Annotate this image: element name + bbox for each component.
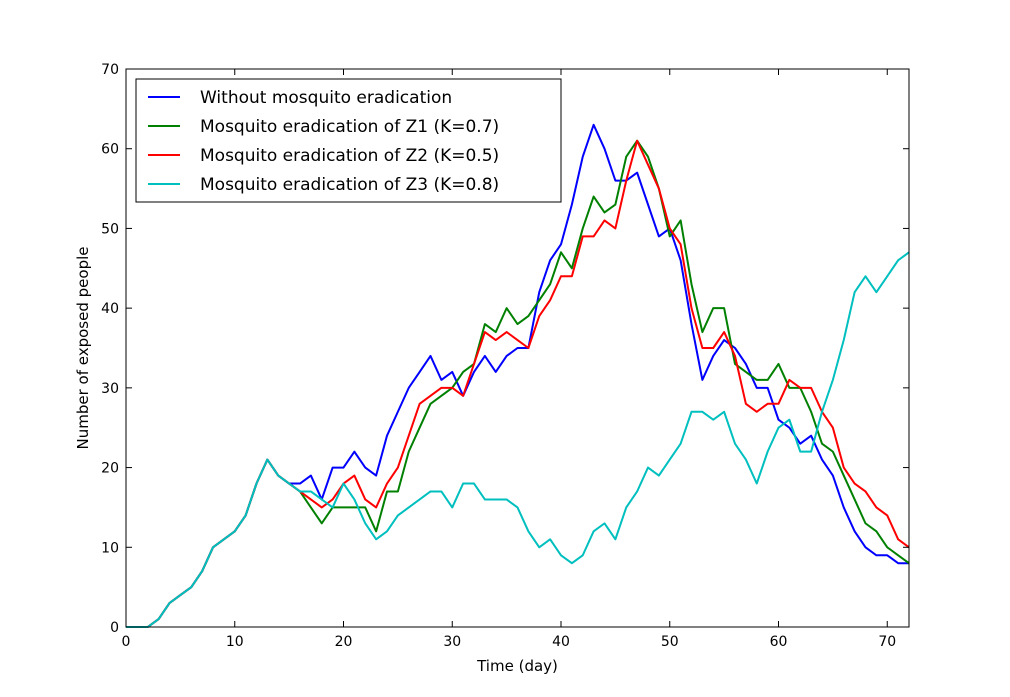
y-tick-label: 70 (101, 62, 119, 78)
y-tick-label: 20 (101, 461, 119, 477)
y-tick-label: 60 (101, 142, 119, 158)
x-tick-label: 0 (122, 634, 131, 650)
x-tick-label: 60 (770, 634, 788, 650)
series-lines (126, 123, 910, 628)
axis-ticks: 0 10 20 30 40 50 60 70 0 10 20 30 40 50 60 70 (101, 62, 909, 650)
y-tick-label: 30 (101, 381, 119, 397)
y-tick-label: 0 (110, 620, 119, 636)
legend-label-2: Mosquito eradication of Z1 (K=0.7) (200, 117, 499, 137)
y-tick-label: 10 (101, 540, 119, 556)
x-axis-label: Time (day) (476, 657, 558, 675)
legend-label-4: Mosquito eradication of Z3 (K=0.8) (200, 175, 499, 195)
x-tick-label: 50 (661, 634, 679, 650)
y-tick-label: 50 (101, 221, 119, 237)
legend-label-1: Without mosquito eradication (200, 88, 452, 108)
series-line-4 (126, 251, 910, 628)
y-axis-label: Number of exposed people (74, 247, 92, 450)
plot-frame (125, 68, 910, 628)
legend: Without mosquito eradication Mosquito era… (135, 78, 562, 203)
x-tick-label: 70 (878, 634, 896, 650)
y-tick-label: 40 (101, 301, 119, 317)
legend-label-3: Mosquito eradication of Z2 (K=0.5) (200, 146, 499, 166)
x-tick-label: 40 (552, 634, 570, 650)
x-tick-label: 20 (335, 634, 353, 650)
x-tick-label: 10 (226, 634, 244, 650)
legend-box (135, 78, 562, 203)
x-tick-label: 30 (443, 634, 461, 650)
